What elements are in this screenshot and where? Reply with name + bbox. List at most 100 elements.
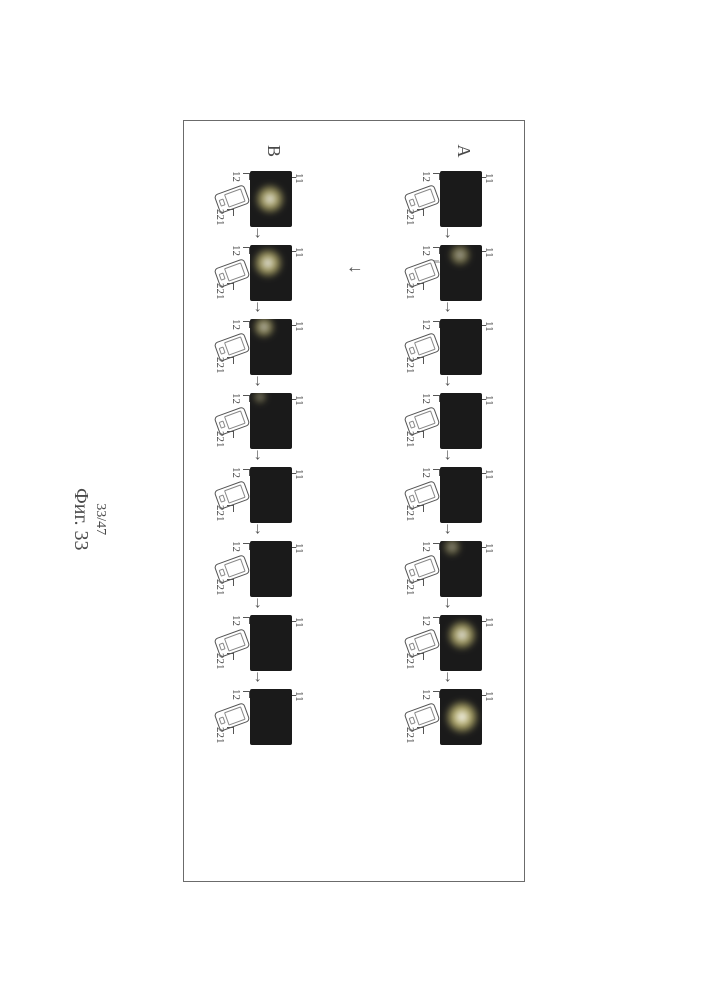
arrow-right-icon: →: [250, 225, 268, 241]
lead-line: [417, 579, 424, 586]
lead-line: [417, 653, 424, 660]
tv-screen: [440, 467, 482, 523]
lead-line: [417, 283, 424, 290]
frame: 1112221: [404, 171, 494, 227]
row-label: B: [263, 141, 284, 161]
arrow-right-icon: →: [250, 373, 268, 389]
phone-ref-label: 221: [404, 505, 416, 522]
page: 33/47 Фиг. 33 A1112221→1112///221→111222…: [0, 0, 707, 1000]
tv-screen: [250, 541, 292, 597]
glow: [446, 619, 478, 651]
glow: [444, 699, 480, 735]
phone-ref-label: 221: [404, 653, 416, 670]
frame: 1112221: [214, 245, 304, 301]
frame: 1112221: [214, 171, 304, 227]
below-group: 12221: [214, 689, 248, 745]
lead-line: [243, 543, 250, 550]
lead-line: [243, 173, 250, 180]
lead-line: [417, 357, 424, 364]
lead-line: [227, 727, 234, 734]
lead-line: [227, 209, 234, 216]
below-group: 12221: [404, 319, 438, 375]
arrow-right-icon: →: [250, 447, 268, 463]
below-group: 12221: [404, 171, 438, 227]
glow: [448, 245, 472, 267]
frame: 1112221: [404, 541, 494, 597]
lead-line: [417, 209, 424, 216]
figure-title: Фиг. 33: [69, 488, 92, 550]
phone-ref-label: 221: [214, 209, 226, 226]
arrow-right-icon: →: [250, 595, 268, 611]
sensor-ref-label: 12: [230, 615, 242, 626]
tv-screen: [250, 319, 292, 375]
lead-line: [227, 505, 234, 512]
lead-line: [227, 283, 234, 290]
phone-ref-label: 221: [214, 727, 226, 744]
phone-ref-label: 221: [404, 357, 416, 374]
glow: [252, 247, 284, 279]
arrow-right-icon: →: [440, 373, 458, 389]
sensor-ref-label: 12: [230, 467, 242, 478]
phone-ref-label: 221: [404, 283, 416, 300]
arrow-right-icon: →: [440, 299, 458, 315]
lead-line: [227, 579, 234, 586]
frame: 1112221: [214, 319, 304, 375]
frame: 1112221: [404, 393, 494, 449]
tv-screen: [250, 245, 292, 301]
arrow-right-icon: →: [440, 669, 458, 685]
frame-sequence: 1112221→1112///221→1112221→1112221→11122…: [404, 171, 494, 745]
tv-screen: [440, 393, 482, 449]
tv-screen: [440, 541, 482, 597]
lead-line: [243, 321, 250, 328]
lead-line: [243, 691, 250, 698]
frame: 1112221: [214, 541, 304, 597]
arrow-right-icon: →: [250, 669, 268, 685]
tv-screen: [440, 319, 482, 375]
glow: [254, 183, 286, 215]
sequence-row: B1112221→1112221→1112221→1112221→1112221…: [214, 141, 304, 861]
sensor-ref-label: 12: [420, 393, 432, 404]
frame: 1112221: [214, 467, 304, 523]
lead-line: [433, 469, 440, 476]
sequence-row: A1112221→1112///221→1112221→1112221→1112…: [404, 141, 494, 861]
below-group: 12 221: [214, 171, 248, 227]
below-group: 12221: [404, 541, 438, 597]
lead-line: [433, 543, 440, 550]
below-group: 12 221: [404, 393, 438, 449]
below-group: 12221: [214, 319, 248, 375]
frame: 1112221: [404, 467, 494, 523]
below-group: 12221: [404, 615, 438, 671]
glow: [252, 319, 276, 339]
phone-ref-label: 221: [214, 505, 226, 522]
phone-ref-label: 221: [214, 431, 226, 448]
sensor-ref-label: 12: [230, 171, 242, 182]
lead-line: [243, 247, 250, 254]
tv-screen: [440, 245, 482, 301]
lead-line: [417, 505, 424, 512]
tv-screen: [440, 689, 482, 745]
frame: 1112221: [214, 393, 304, 449]
phone-ref-label: 221: [214, 283, 226, 300]
sensor-ref-label: 12: [420, 171, 432, 182]
lead-line: [433, 691, 440, 698]
arrow-right-icon: →: [440, 521, 458, 537]
sensor-ref-label: 12: [230, 541, 242, 552]
below-group: 12 221: [214, 615, 248, 671]
tv-screen: [250, 467, 292, 523]
lead-line: [243, 469, 250, 476]
phone-ref-label: 221: [404, 431, 416, 448]
below-group: 12 221: [404, 467, 438, 523]
page-header: 33/47 Фиг. 33: [69, 488, 108, 550]
frame: 1112221: [404, 615, 494, 671]
lead-line: [417, 727, 424, 734]
frame: 1112221: [214, 615, 304, 671]
sensor-ref-label: 12: [420, 467, 432, 478]
phone-ref-label: 221: [404, 579, 416, 596]
lead-line: [433, 173, 440, 180]
lead-line: [417, 431, 424, 438]
sensor-ref-label: 12: [230, 393, 242, 404]
lead-line: [243, 617, 250, 624]
phone-ref-label: 221: [214, 653, 226, 670]
below-group: 12221: [404, 689, 438, 745]
phone-ref-label: 221: [214, 579, 226, 596]
